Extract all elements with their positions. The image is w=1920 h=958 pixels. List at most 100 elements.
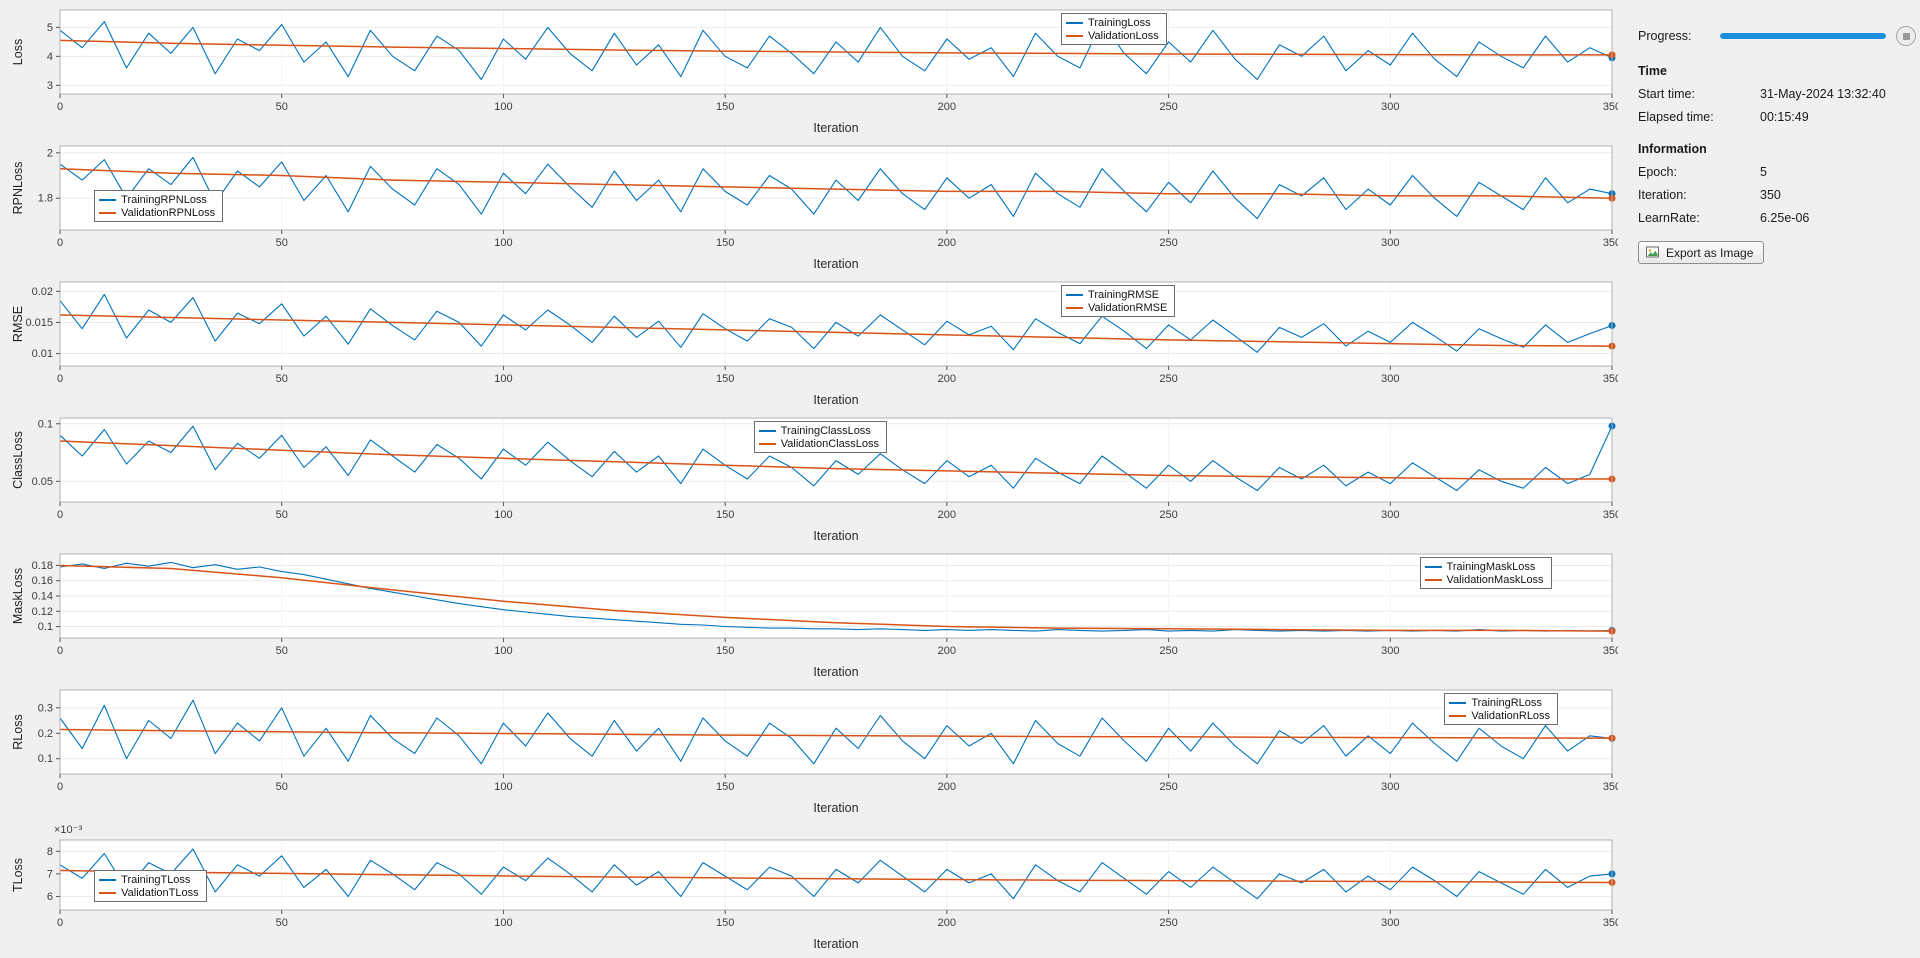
svg-text:ClassLoss: ClassLoss [11,431,25,489]
svg-text:0.18: 0.18 [32,560,53,572]
svg-text:1.8: 1.8 [38,193,53,205]
svg-text:350: 350 [1603,237,1618,249]
svg-text:0: 0 [57,781,63,793]
epoch-label: Epoch: [1638,165,1677,179]
svg-text:6: 6 [47,891,53,903]
svg-text:100: 100 [494,781,512,793]
progress-bar [1720,33,1886,39]
progress-bar-fill [1720,33,1886,39]
learnrate-row: LearnRate: 6.25e-06 [1638,211,1916,225]
svg-text:0: 0 [57,645,63,657]
export-image-label: Export as Image [1666,245,1754,260]
chart-legend: TrainingLoss ValidationLoss [1061,13,1167,45]
svg-text:200: 200 [938,781,956,793]
legend-entry: TrainingMaskLoss [1424,560,1544,573]
progress-label: Progress: [1638,29,1692,43]
svg-text:250: 250 [1159,101,1177,113]
legend-entry-label: TrainingRLoss [1471,696,1542,709]
svg-text:8: 8 [47,846,53,858]
svg-text:250: 250 [1159,509,1177,521]
export-image-button[interactable]: Export as Image [1638,241,1765,264]
iteration-row: Iteration: 350 [1638,188,1916,202]
x-axis-label: Iteration [813,801,859,815]
svg-text:0.1: 0.1 [38,418,53,430]
legend-line-swatch [758,442,776,445]
chart-legend: TrainingTLoss ValidationTLoss [94,870,207,902]
svg-text:0.1: 0.1 [38,621,53,633]
iteration-value: 350 [1760,188,1781,202]
svg-text:100: 100 [494,645,512,657]
chart-panel: 0 50 100 150 200 250 300 350 0.01 0.015 0.02 RMSE I… [8,276,1620,410]
legend-entry-label: ValidationClassLoss [780,437,879,450]
svg-text:250: 250 [1159,237,1177,249]
chart-canvas: 0 50 100 150 200 250 300 350 0.1 0.2 0.3 RLoss [11,689,1618,793]
legend-entry: ValidationTLoss [99,886,199,899]
start-time-row: Start time: 31-May-2024 13:32:40 [1638,87,1916,101]
chart-canvas: 0 50 100 150 200 250 300 350 6 7 8 TLoss ×10⁻³ [11,824,1618,929]
stop-button[interactable] [1896,26,1916,46]
stop-icon [1902,32,1910,40]
svg-text:350: 350 [1603,645,1618,657]
svg-text:50: 50 [276,645,288,657]
start-time-value: 31-May-2024 13:32:40 [1760,87,1886,101]
legend-entry: TrainingRPNLoss [99,193,215,206]
elapsed-time-row: Elapsed time: 00:15:49 [1638,110,1916,124]
svg-text:150: 150 [716,781,734,793]
chart-canvas: 0 50 100 150 200 250 300 350 0.1 0.12 0.14 0.16 0.18… [11,553,1618,657]
legend-entry-label: ValidationMaskLoss [1446,573,1544,586]
legend-entry-label: ValidationTLoss [121,886,199,899]
x-axis-label: Iteration [813,937,859,951]
chart-legend: TrainingRLoss ValidationRLoss [1444,693,1559,725]
legend-line-swatch [1066,293,1084,296]
legend-entry: ValidationLoss [1066,29,1159,42]
svg-text:5: 5 [47,22,53,34]
chart-panel: 0 50 100 150 200 250 300 350 0.1 0.12 0.14 0.16 0.18… [8,548,1620,682]
svg-text:200: 200 [938,917,956,929]
svg-text:250: 250 [1159,917,1177,929]
svg-text:300: 300 [1381,645,1399,657]
svg-text:150: 150 [716,645,734,657]
svg-text:7: 7 [47,868,53,880]
start-time-label: Start time: [1638,87,1695,101]
legend-entry: ValidationRMSE [1066,301,1167,314]
legend-line-swatch [1066,34,1084,37]
legend-line-swatch [99,198,117,201]
svg-text:TLoss: TLoss [11,858,25,892]
svg-text:100: 100 [494,101,512,113]
svg-text:200: 200 [938,509,956,521]
legend-entry-label: TrainingLoss [1088,16,1151,29]
svg-text:150: 150 [716,917,734,929]
legend-line-swatch [1424,578,1442,581]
chart-canvas: 0 50 100 150 200 250 300 350 0.05 0.1 ClassLoss [11,417,1618,521]
svg-text:100: 100 [494,373,512,385]
legend-entry-label: ValidationLoss [1088,29,1159,42]
legend-entry-label: ValidationRMSE [1088,301,1168,314]
svg-text:MaskLoss: MaskLoss [11,568,25,624]
svg-text:250: 250 [1159,645,1177,657]
chart-panel: 0 50 100 150 200 250 300 350 6 7 8 TLoss ×10⁻³ Itera… [8,820,1620,954]
svg-text:300: 300 [1381,781,1399,793]
status-panel: Progress: Time Start time: 31-May-2024 1… [1638,0,1916,264]
svg-text:0.02: 0.02 [32,286,53,298]
svg-text:50: 50 [276,237,288,249]
learnrate-label: LearnRate: [1638,211,1700,225]
svg-text:0.05: 0.05 [32,476,53,488]
legend-entry: TrainingClassLoss [758,424,879,437]
legend-entry-label: TrainingRPNLoss [121,193,207,206]
legend-line-swatch [1424,565,1442,568]
legend-line-swatch [758,429,776,432]
svg-text:0.2: 0.2 [38,728,53,740]
svg-text:200: 200 [938,101,956,113]
iteration-label: Iteration: [1638,188,1687,202]
svg-text:0.015: 0.015 [25,317,53,329]
legend-entry: ValidationMaskLoss [1424,573,1544,586]
x-axis-label: Iteration [813,257,859,271]
epoch-value: 5 [1760,165,1767,179]
svg-text:50: 50 [276,917,288,929]
svg-text:0.12: 0.12 [32,606,53,618]
x-axis-label: Iteration [813,529,859,543]
elapsed-time-value: 00:15:49 [1760,110,1809,124]
svg-text:0.14: 0.14 [32,591,53,603]
x-axis-label: Iteration [813,393,859,407]
legend-entry: TrainingLoss [1066,16,1159,29]
